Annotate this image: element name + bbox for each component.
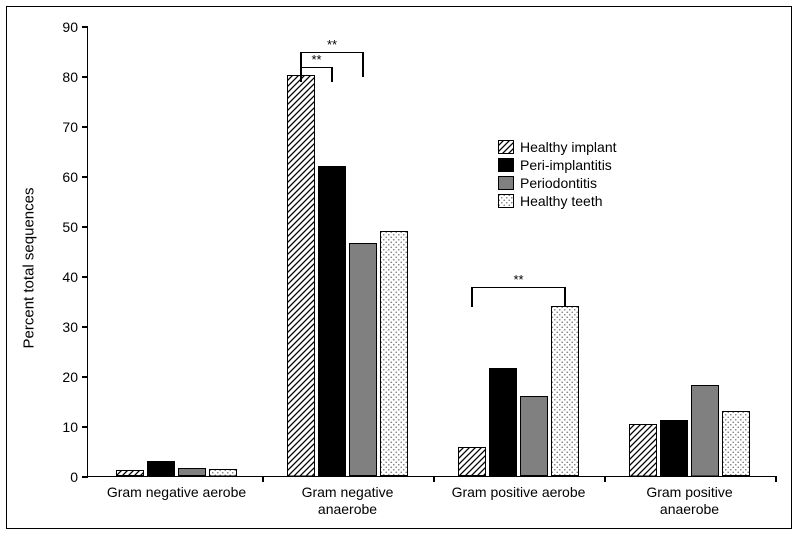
bar-gpa-hi — [458, 447, 486, 476]
y-axis-label: Percent total sequences — [21, 187, 38, 348]
y-tick-label: 90 — [62, 19, 88, 35]
significance-bracket — [472, 287, 565, 288]
bar-gna-pd — [178, 468, 206, 476]
bar-gpa-ht — [551, 306, 579, 476]
bar-gpan-pi — [660, 420, 688, 477]
significance-label: ** — [327, 37, 337, 52]
significance-label: ** — [311, 52, 321, 67]
bar-gpan-ht — [722, 411, 750, 476]
significance-label: ** — [513, 272, 523, 287]
bar-gnan-pd — [349, 243, 377, 476]
significance-tick — [300, 67, 301, 82]
significance-bracket — [301, 67, 332, 68]
bar-gnan-hi — [287, 75, 315, 477]
legend: Healthy implant Peri-implantitis Periodont… — [498, 139, 617, 211]
significance-tick — [564, 287, 565, 307]
y-tick-label: 40 — [62, 269, 88, 285]
bar-gna-ht — [209, 469, 237, 477]
y-tick-label: 30 — [62, 319, 88, 335]
legend-item: Peri-implantitis — [498, 157, 617, 173]
y-tick-label: 50 — [62, 219, 88, 235]
x-tick — [262, 476, 264, 482]
y-tick-label: 10 — [62, 419, 88, 435]
bar-gna-hi — [116, 470, 144, 476]
y-tick-label: 80 — [62, 69, 88, 85]
bar-gnan-pi — [318, 166, 346, 476]
significance-tick — [362, 52, 363, 77]
bar-gpan-pd — [691, 385, 719, 477]
legend-label: Healthy teeth — [520, 193, 603, 209]
bar-gpa-pd — [520, 396, 548, 476]
y-tick-label: 60 — [62, 169, 88, 185]
bar-gpa-pi — [489, 368, 517, 476]
bar-gpan-hi — [629, 424, 657, 477]
x-tick — [775, 476, 777, 482]
y-tick-label: 70 — [62, 119, 88, 135]
legend-item: Healthy implant — [498, 139, 617, 155]
y-tick-label: 20 — [62, 369, 88, 385]
legend-swatch — [498, 176, 514, 190]
legend-label: Healthy implant — [520, 139, 617, 155]
y-tick-label: 0 — [70, 469, 88, 485]
legend-label: Peri-implantitis — [520, 157, 612, 173]
significance-tick — [471, 287, 472, 307]
chart-frame: Percent total sequences 0102030405060708… — [6, 6, 792, 529]
x-tick — [604, 476, 606, 482]
legend-swatch — [498, 140, 514, 154]
legend-item: Periodontitis — [498, 175, 617, 191]
x-category-label: Gram positive aerobe — [452, 476, 586, 501]
legend-label: Periodontitis — [520, 175, 597, 191]
x-category-label: Gram negative aerobe — [107, 476, 246, 501]
x-category-label: Gram negative anaerobe — [302, 476, 394, 518]
bar-gnan-ht — [380, 231, 408, 476]
bar-gna-pi — [147, 461, 175, 477]
legend-swatch — [498, 194, 514, 208]
x-tick — [433, 476, 435, 482]
plot-area: 0102030405060708090Gram negative aerobeG… — [87, 27, 777, 477]
significance-bracket — [301, 52, 363, 53]
x-category-label: Gram positive anaerobe — [646, 476, 732, 518]
significance-tick — [331, 67, 332, 82]
legend-swatch — [498, 158, 514, 172]
legend-item: Healthy teeth — [498, 193, 617, 209]
